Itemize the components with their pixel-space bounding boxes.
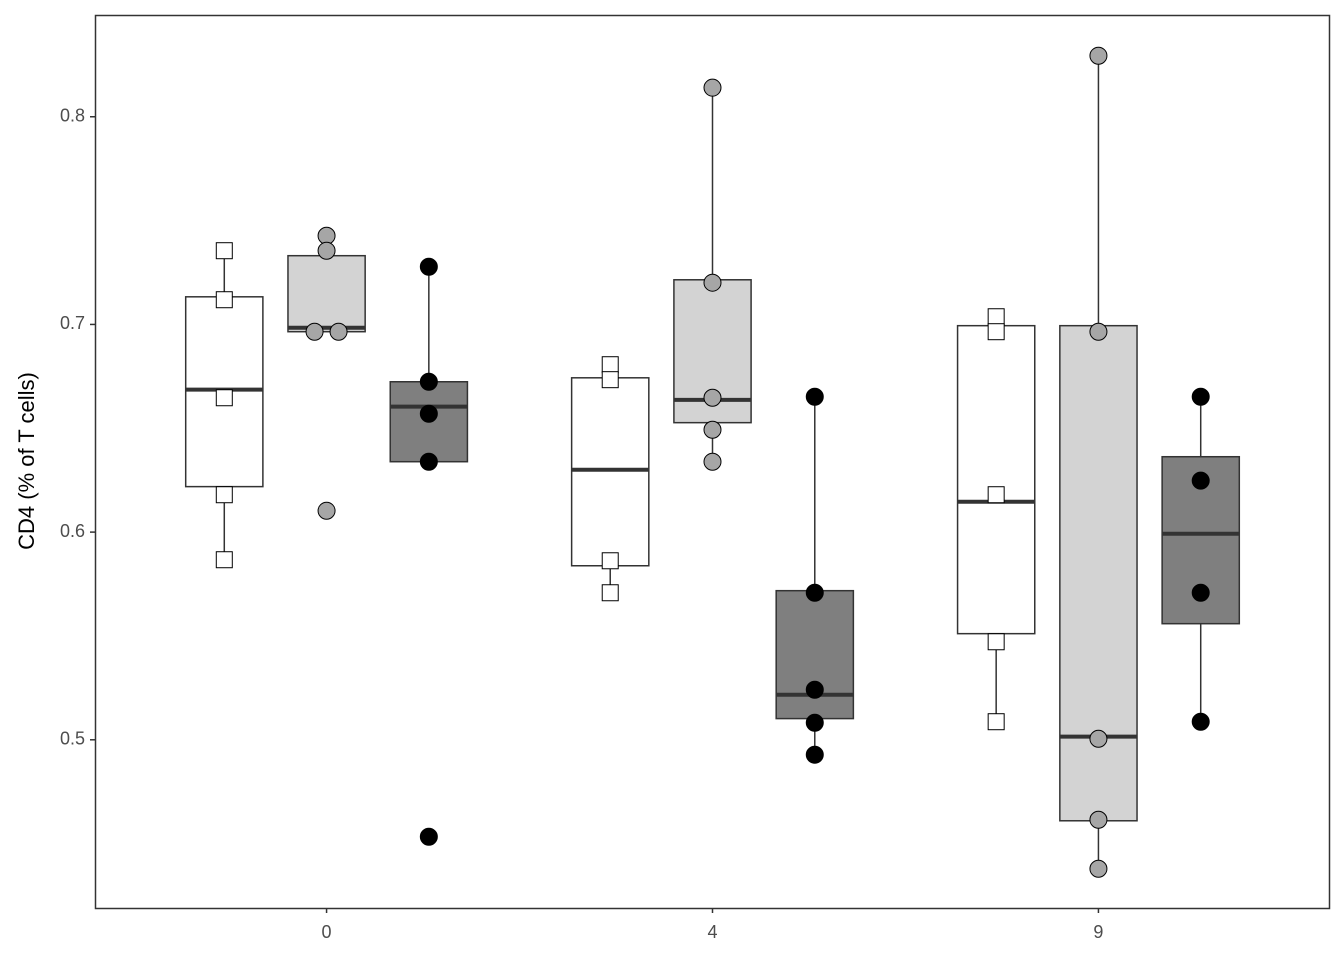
point [215,291,233,309]
box [287,254,366,333]
point [1089,810,1108,829]
y-tick-label: 0.5 [60,729,85,749]
point [317,501,336,520]
y-tick-label: 0.8 [60,106,85,126]
point [805,387,824,406]
point [805,680,824,699]
point [419,404,438,423]
point [419,372,438,391]
y-axis-title: CD4 (% of T cells) [14,372,39,550]
x-tick-label: 0 [322,922,332,942]
box [956,324,1036,635]
point [987,633,1005,651]
point [419,257,438,276]
point [805,583,824,602]
point [1089,729,1108,748]
point [703,420,722,439]
point [703,452,722,471]
point [1089,322,1108,341]
point [601,356,619,374]
point [215,242,233,260]
point [601,584,619,602]
y-tick-label: 0.7 [60,313,85,333]
point [987,308,1005,326]
point [703,78,722,97]
point [317,226,336,245]
point [601,371,619,389]
point [601,552,619,570]
point [419,452,438,471]
x-tick-label: 4 [707,922,717,942]
point [1191,471,1210,490]
point [703,273,722,292]
point [1191,712,1210,731]
point [305,322,324,341]
x-tick-label: 9 [1093,922,1103,942]
point [1089,859,1108,878]
point [987,486,1005,504]
point [1089,46,1108,65]
point [215,389,233,407]
y-tick-label: 0.6 [60,521,85,541]
point [215,486,233,504]
point [805,713,824,732]
point [1191,387,1210,406]
point [987,323,1005,341]
point [987,713,1005,731]
point [419,827,438,846]
box [775,589,855,720]
point [703,388,722,407]
point [215,551,233,569]
point [329,322,348,341]
point [805,745,824,764]
point [317,241,336,260]
point [1191,583,1210,602]
